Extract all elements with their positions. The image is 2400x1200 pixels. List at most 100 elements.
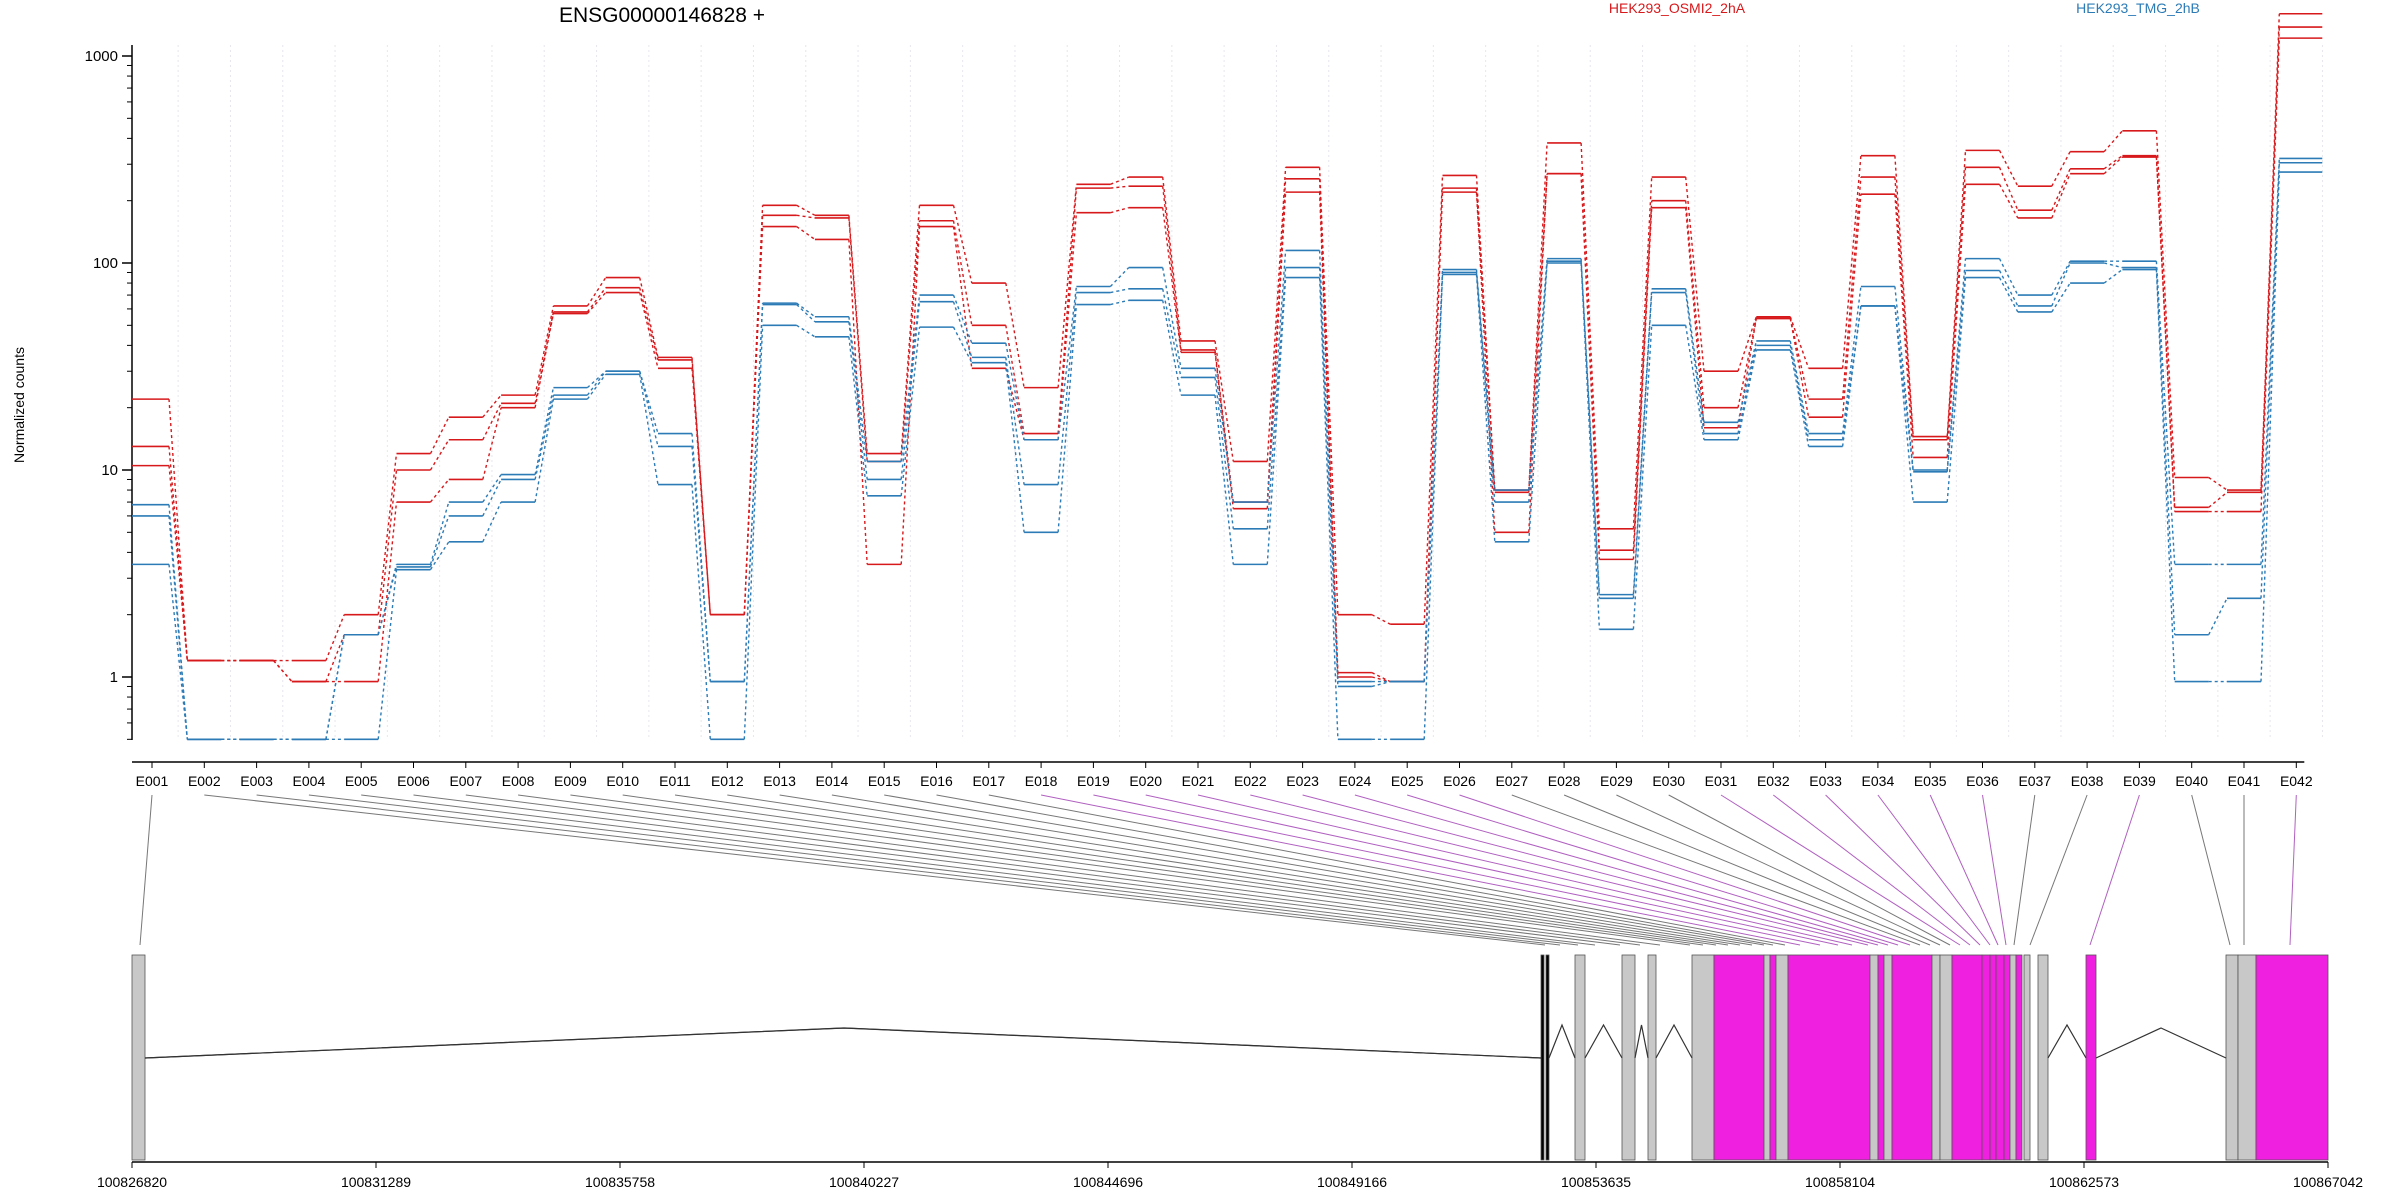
exon-label: E037 bbox=[2018, 773, 2051, 789]
transition-line bbox=[1162, 300, 1182, 396]
transition-line bbox=[429, 479, 450, 503]
intron-line bbox=[2047, 1023, 2087, 1059]
exon-block bbox=[2037, 954, 2049, 1161]
exon-block bbox=[1995, 954, 2005, 1161]
transition-line bbox=[1894, 286, 1914, 471]
transition-line bbox=[848, 316, 868, 462]
transition-line bbox=[1057, 188, 1078, 434]
legend-label-osmi2: HEK293_OSMI2_2hA bbox=[1609, 0, 1746, 16]
exon-connector bbox=[1197, 794, 1853, 946]
transition-line bbox=[848, 215, 868, 454]
transition-line bbox=[482, 402, 502, 441]
exon-label: E041 bbox=[2228, 773, 2261, 789]
genomic-tick-label: 100844696 bbox=[1073, 1174, 1143, 1190]
transition-line bbox=[2051, 168, 2071, 211]
transition-line bbox=[2260, 13, 2280, 491]
transition-line bbox=[1998, 183, 2019, 219]
exon-block bbox=[1763, 954, 1771, 1161]
exon-label: E034 bbox=[1862, 773, 1895, 789]
exon-label: E019 bbox=[1077, 773, 1110, 789]
transition-line bbox=[796, 324, 816, 338]
exon-label: E018 bbox=[1025, 773, 1058, 789]
exon-connector bbox=[570, 794, 1691, 946]
exon-connector bbox=[139, 794, 153, 946]
transition-line bbox=[2260, 172, 2280, 682]
transition-line bbox=[796, 225, 816, 240]
exon-connector bbox=[2289, 794, 2297, 946]
transition-line bbox=[1632, 200, 1653, 551]
transition-line bbox=[743, 226, 764, 615]
exon-block bbox=[2237, 954, 2257, 1161]
transition-line bbox=[1685, 177, 1705, 372]
exon-block bbox=[1989, 954, 1997, 1161]
exon-connector bbox=[1877, 794, 1991, 946]
transition-line bbox=[168, 564, 188, 740]
transition-line bbox=[1685, 325, 1705, 440]
genomic-tick-label: 100840227 bbox=[829, 1174, 899, 1190]
exon-block bbox=[1647, 954, 1657, 1161]
transition-line bbox=[1528, 261, 1548, 503]
transition-line bbox=[1423, 175, 1444, 625]
transition-line bbox=[952, 301, 973, 358]
transition-line bbox=[2051, 260, 2071, 296]
transition-line bbox=[1005, 368, 1025, 440]
transition-line bbox=[1580, 142, 1601, 529]
exon-connector bbox=[1354, 794, 1889, 946]
exon-connector bbox=[2191, 794, 2231, 946]
transition-line bbox=[1580, 262, 1601, 630]
transition-line bbox=[1318, 267, 1339, 687]
transition-line bbox=[377, 501, 398, 682]
transition-line bbox=[1162, 207, 1182, 353]
exon-connector bbox=[1093, 794, 1821, 946]
transition-line bbox=[1318, 178, 1339, 673]
exon-label: E006 bbox=[397, 773, 430, 789]
exon-connector bbox=[1511, 794, 1921, 946]
transition-line bbox=[639, 374, 659, 485]
exon-label: E021 bbox=[1182, 773, 1215, 789]
transition-line bbox=[796, 304, 816, 323]
transition-line bbox=[1946, 270, 1967, 472]
series-5 bbox=[132, 161, 2323, 741]
exon-label: E022 bbox=[1234, 773, 1267, 789]
exon-label: E013 bbox=[763, 773, 796, 789]
transition-line bbox=[1057, 292, 1078, 485]
transition-line bbox=[2208, 476, 2228, 491]
genomic-tick-label: 100858104 bbox=[1805, 1174, 1875, 1190]
exon-connector bbox=[779, 794, 1741, 946]
series-2 bbox=[132, 26, 2323, 683]
y-tick-label: 1 bbox=[110, 669, 118, 686]
transition-line bbox=[900, 220, 921, 462]
exon-connector bbox=[1668, 794, 1951, 946]
series-lines bbox=[132, 12, 2323, 741]
transition-line bbox=[1057, 286, 1078, 440]
transition-line bbox=[1685, 288, 1705, 423]
y-tick-label: 100 bbox=[93, 255, 118, 272]
exon-block bbox=[2225, 954, 2239, 1161]
exon-connector bbox=[2013, 794, 2036, 946]
exon-connector bbox=[988, 794, 1786, 946]
transition-line bbox=[691, 368, 711, 615]
transition-line bbox=[691, 484, 711, 740]
exon-label: E027 bbox=[1495, 773, 1528, 789]
transition-line bbox=[639, 292, 659, 369]
exon-label: E004 bbox=[293, 773, 326, 789]
genomic-tick-label: 100867042 bbox=[2293, 1174, 2363, 1190]
transition-line bbox=[534, 394, 555, 480]
genomic-tick-label: 100835758 bbox=[585, 1174, 655, 1190]
exon-connector bbox=[204, 794, 1546, 946]
transition-line bbox=[1580, 258, 1601, 595]
transition-line bbox=[1998, 258, 2019, 296]
exon-label: E002 bbox=[188, 773, 221, 789]
transition-line bbox=[2051, 282, 2071, 313]
transition-line bbox=[1685, 207, 1705, 428]
exon-connector bbox=[1772, 794, 1971, 946]
exon-connector bbox=[361, 794, 1596, 946]
transition-line bbox=[743, 325, 764, 740]
transition-line bbox=[2103, 268, 2123, 284]
exon-label: E042 bbox=[2280, 773, 2313, 789]
exon-connector bbox=[413, 794, 1621, 946]
transition-line bbox=[325, 634, 345, 682]
exon-block bbox=[1769, 954, 1777, 1161]
transition-line bbox=[1998, 277, 2019, 313]
x-axis-exon-ticks: E001 E002 E003 E004 E005 E006 E007 E008 E009 E010… bbox=[132, 761, 2313, 789]
